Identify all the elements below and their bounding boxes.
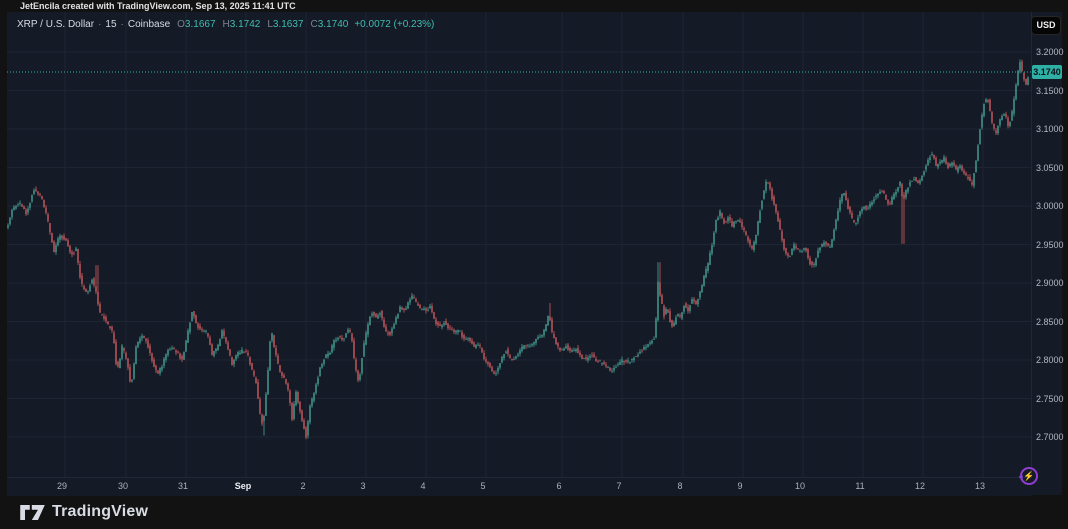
price-axis-label: 2.7000 <box>1036 432 1064 442</box>
time-axis-label: 3 <box>360 481 366 491</box>
currency-toggle-button[interactable]: USD <box>1031 16 1061 35</box>
exchange-label: Coinbase <box>127 19 171 30</box>
low-label: L <box>267 19 273 30</box>
price-axis-label: 3.0500 <box>1036 162 1064 173</box>
price-axis-label: 3.1000 <box>1036 124 1064 134</box>
current-price-badge: 3.1740 <box>1032 65 1062 80</box>
time-axis-label: 9 <box>737 481 743 491</box>
boost-lightning-icon[interactable]: ◄ ⚡ <box>1017 467 1038 486</box>
time-axis[interactable]: 29 30 31 Sep 2 3 4 5 6 7 8 9 10 11 12 13 <box>7 477 1032 496</box>
time-axis-label: 31 <box>177 481 189 491</box>
time-axis-label: 6 <box>556 481 562 491</box>
change-value: +0.0072 (+0.23%) <box>354 19 435 30</box>
price-axis-label: 2.9500 <box>1036 239 1064 250</box>
low-value: 3.1637 <box>272 19 304 30</box>
time-axis-label: 5 <box>480 481 486 491</box>
close-label: C <box>310 19 318 30</box>
high-label: H <box>222 19 230 30</box>
price-axis-label: 2.8000 <box>1036 355 1064 365</box>
chart-widget: XRP / U.S. Dollar · 15 · Coinbase O3.1667 H3.1… <box>7 12 1064 496</box>
attribution-text: JetEncila created with TradingView.com, … <box>20 1 296 11</box>
lightning-icon: ⚡ <box>1020 467 1038 485</box>
candles <box>7 59 1029 440</box>
time-axis-label: 30 <box>117 481 129 491</box>
time-axis-label: 4 <box>420 481 426 491</box>
time-axis-label: 8 <box>677 481 683 491</box>
time-axis-label: 29 <box>56 481 68 491</box>
close-value: 3.1740 <box>317 19 349 30</box>
symbol-legend[interactable]: XRP / U.S. Dollar · 15 · Coinbase O3.1667 H3.1… <box>17 19 434 30</box>
legend-separator: · <box>98 19 102 30</box>
time-axis-label: 2 <box>300 481 306 491</box>
open-label: O <box>177 19 185 30</box>
open-value: 3.1667 <box>184 19 216 30</box>
tradingview-logo-text: TradingView <box>52 503 149 520</box>
time-axis-label: Sep <box>234 481 252 491</box>
price-axis-label: 2.9000 <box>1036 278 1064 288</box>
candlestick-chart[interactable] <box>7 12 1032 477</box>
grid-lines <box>7 12 1032 477</box>
time-axis-label: 13 <box>974 481 986 491</box>
tradingview-logo[interactable]: TradingView <box>20 503 148 521</box>
time-axis-label: 11 <box>855 481 865 491</box>
legend-separator: · <box>120 19 124 30</box>
price-axis-label: 2.8500 <box>1036 316 1064 327</box>
time-axis-label: 10 <box>794 481 806 491</box>
time-axis-label: 7 <box>616 481 622 491</box>
price-axis[interactable]: 3.2000 3.1500 3.1000 3.0500 3.0000 2.9500 2.90… <box>1031 12 1064 495</box>
interval-label[interactable]: 15 <box>105 19 117 30</box>
time-axis-label: 12 <box>914 481 926 491</box>
tradingview-logo-icon <box>20 504 45 520</box>
price-axis-label: 2.7500 <box>1036 393 1064 404</box>
high-value: 3.1742 <box>229 19 261 30</box>
price-axis-label: 3.0000 <box>1036 201 1064 211</box>
price-axis-label: 3.1500 <box>1036 85 1064 96</box>
price-axis-label: 3.2000 <box>1036 47 1064 57</box>
symbol-title[interactable]: XRP / U.S. Dollar <box>17 19 95 30</box>
